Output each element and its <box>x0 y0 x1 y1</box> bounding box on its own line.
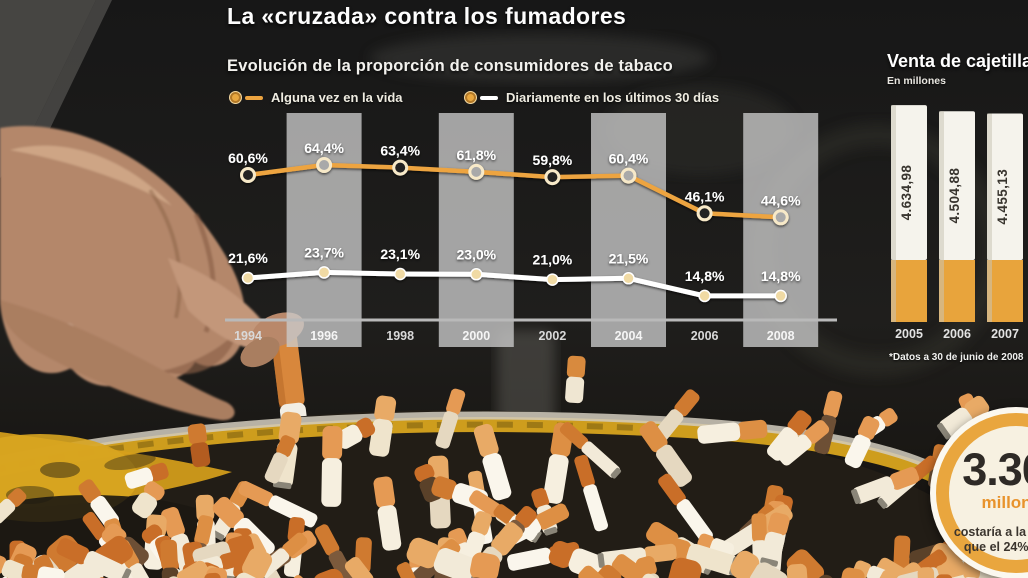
svg-text:2006: 2006 <box>691 329 719 343</box>
bar-chart-title: Venta de cajetillas <box>887 51 1028 71</box>
svg-text:61,8%: 61,8% <box>456 147 496 163</box>
svg-text:60,6%: 60,6% <box>228 150 268 166</box>
svg-text:2007: 2007 <box>991 327 1019 341</box>
cost-text-line1: costaría a la Sanidad <box>953 525 1028 539</box>
svg-text:4.504,88: 4.504,88 <box>947 168 962 224</box>
svg-text:2004: 2004 <box>615 329 643 343</box>
legend-marker-dash-orange-icon <box>245 95 263 100</box>
svg-text:21,0%: 21,0% <box>533 252 573 268</box>
bar-chart-footnote: *Datos a 30 de junio de 2008 <box>889 352 1024 363</box>
line-series-alguna-vez: 60,6% 64,4% 63,4% 61,8% 59,8% 60,4% 46,1% 44,6% <box>228 140 801 226</box>
svg-text:23,1%: 23,1% <box>380 246 420 262</box>
svg-text:21,6%: 21,6% <box>228 250 268 266</box>
svg-text:1994: 1994 <box>234 329 262 343</box>
svg-text:2002: 2002 <box>538 329 566 343</box>
svg-text:4.455,13: 4.455,13 <box>995 169 1010 225</box>
svg-text:63,4%: 63,4% <box>380 143 420 159</box>
legend-item-diariamente: Diariamente en los últimos 30 días <box>464 90 719 105</box>
cost-amount: 3.300 <box>962 444 1028 495</box>
svg-text:4.634,98: 4.634,98 <box>899 165 914 221</box>
hand-photo <box>0 125 269 421</box>
cost-text-line2: que el 24% de los <box>963 540 1028 554</box>
bars <box>891 105 1023 322</box>
svg-text:64,4%: 64,4% <box>304 140 344 156</box>
bar-value-labels: 4.634,98 4.504,88 4.455,13 <box>899 165 1010 225</box>
cost-unit: millones <box>981 493 1028 512</box>
legend-marker-dot-icon <box>229 91 242 104</box>
svg-text:2006: 2006 <box>943 327 971 341</box>
svg-text:60,4%: 60,4% <box>609 151 649 167</box>
svg-text:23,0%: 23,0% <box>456 246 496 262</box>
thumb <box>0 300 235 421</box>
index-finger <box>168 258 269 349</box>
ashtray-rim-highlight <box>0 411 958 482</box>
svg-text:21,5%: 21,5% <box>609 250 649 266</box>
tobacco-consumption-line-chart: 1994 1996 1998 2000 2002 2004 2006 2008 60,6% 64… <box>225 113 837 347</box>
page-title: La «cruzada» contra los fumadores <box>227 3 627 29</box>
svg-text:44,6%: 44,6% <box>761 192 801 208</box>
legend-marker-dash-white-icon <box>480 95 498 100</box>
line-chart-title: Evolución de la proporción de consumidor… <box>227 57 673 75</box>
svg-text:2005: 2005 <box>895 327 923 341</box>
svg-text:23,7%: 23,7% <box>304 244 344 260</box>
svg-text:14,8%: 14,8% <box>761 268 801 284</box>
legend-label: Alguna vez en la vida <box>271 90 403 105</box>
svg-text:46,1%: 46,1% <box>685 188 725 204</box>
highlight-bands <box>286 113 819 347</box>
x-axis-year-labels: 1994 1996 1998 2000 2002 2004 2006 2008 <box>234 329 795 343</box>
svg-text:1998: 1998 <box>386 329 414 343</box>
bar-chart-unit-label: En millones <box>887 75 946 87</box>
svg-text:1996: 1996 <box>310 329 338 343</box>
line-series-diariamente: 21,6% 23,7% 23,1% 23,0% 21,0% 21,5% 14,8% 14,8% <box>228 244 801 303</box>
legend-label: Diariamente en los últimos 30 días <box>506 90 720 105</box>
svg-text:14,8%: 14,8% <box>685 268 725 284</box>
cost-callout-ring: 3.300 millones costaría a la Sanidad que… <box>936 413 1028 573</box>
pack-sales-bar-chart: 4.634,98 4.504,88 4.455,13 2005 2006 2007 <box>891 105 1023 341</box>
legend-marker-dot-icon <box>464 91 477 104</box>
svg-text:2000: 2000 <box>462 329 490 343</box>
svg-text:2008: 2008 <box>767 329 795 343</box>
bar-year-labels: 2005 2006 2007 <box>895 327 1019 341</box>
svg-text:59,8%: 59,8% <box>533 152 573 168</box>
rim-butts <box>187 355 586 468</box>
legend-item-alguna-vez: Alguna vez en la vida <box>229 90 403 105</box>
thumb-tip <box>240 336 280 368</box>
